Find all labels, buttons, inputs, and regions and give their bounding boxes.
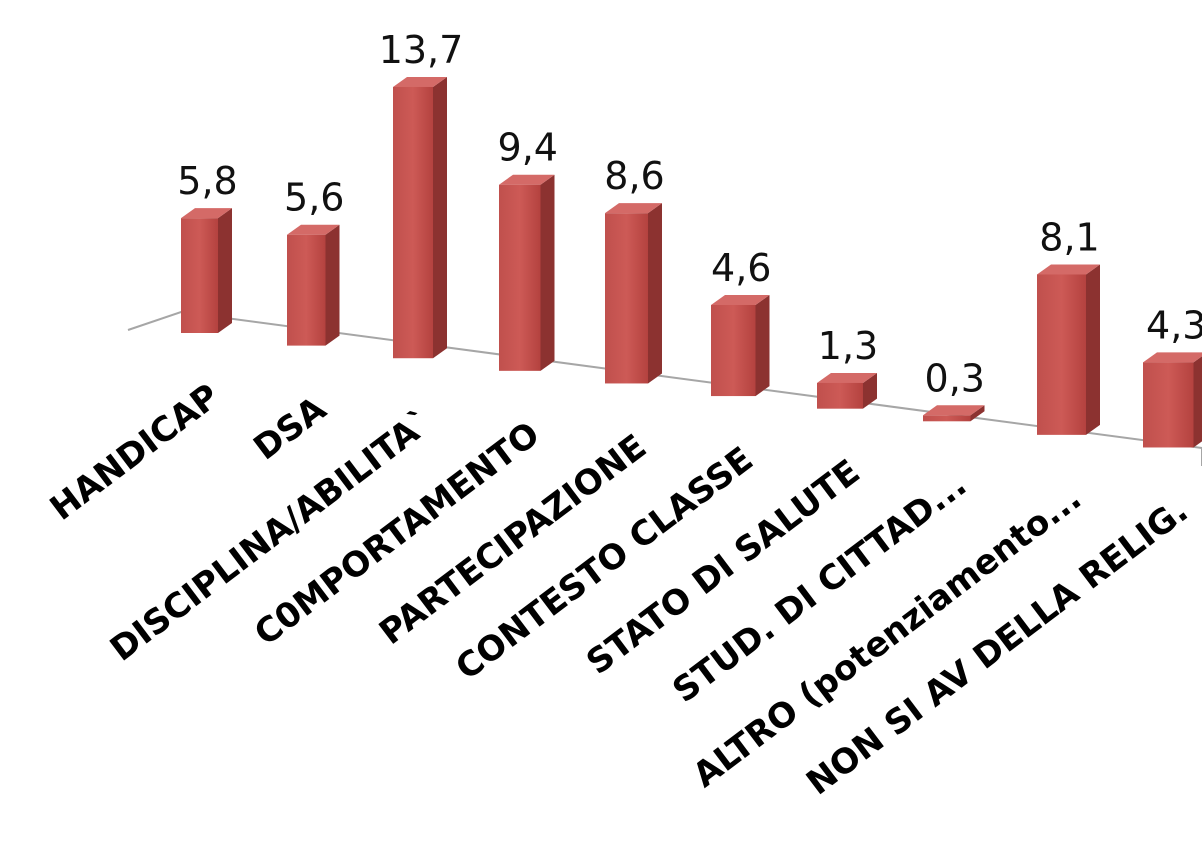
data-label: 1,3 — [818, 324, 878, 368]
bar — [923, 405, 985, 422]
data-label: 4,3 — [1146, 303, 1202, 347]
data-label: 4,6 — [711, 246, 771, 290]
data-label: 13,7 — [379, 28, 464, 72]
bar — [711, 294, 770, 397]
bar — [605, 203, 662, 384]
data-label: 9,4 — [498, 126, 558, 170]
bar — [1037, 264, 1100, 435]
bar — [181, 208, 232, 333]
data-label: 8,1 — [1039, 215, 1099, 259]
category-tick-label: DSA — [246, 388, 334, 468]
bar — [287, 224, 340, 346]
floor-line — [127, 310, 1202, 466]
data-label: 5,6 — [284, 176, 344, 220]
bar — [393, 76, 447, 359]
data-label: 8,6 — [604, 154, 664, 198]
bar — [1143, 352, 1202, 448]
category-tick-label: HANDICAP — [43, 376, 227, 528]
bar — [817, 372, 877, 409]
data-label: 5,8 — [177, 159, 237, 203]
data-label: 0,3 — [925, 356, 985, 400]
bar — [499, 174, 555, 371]
